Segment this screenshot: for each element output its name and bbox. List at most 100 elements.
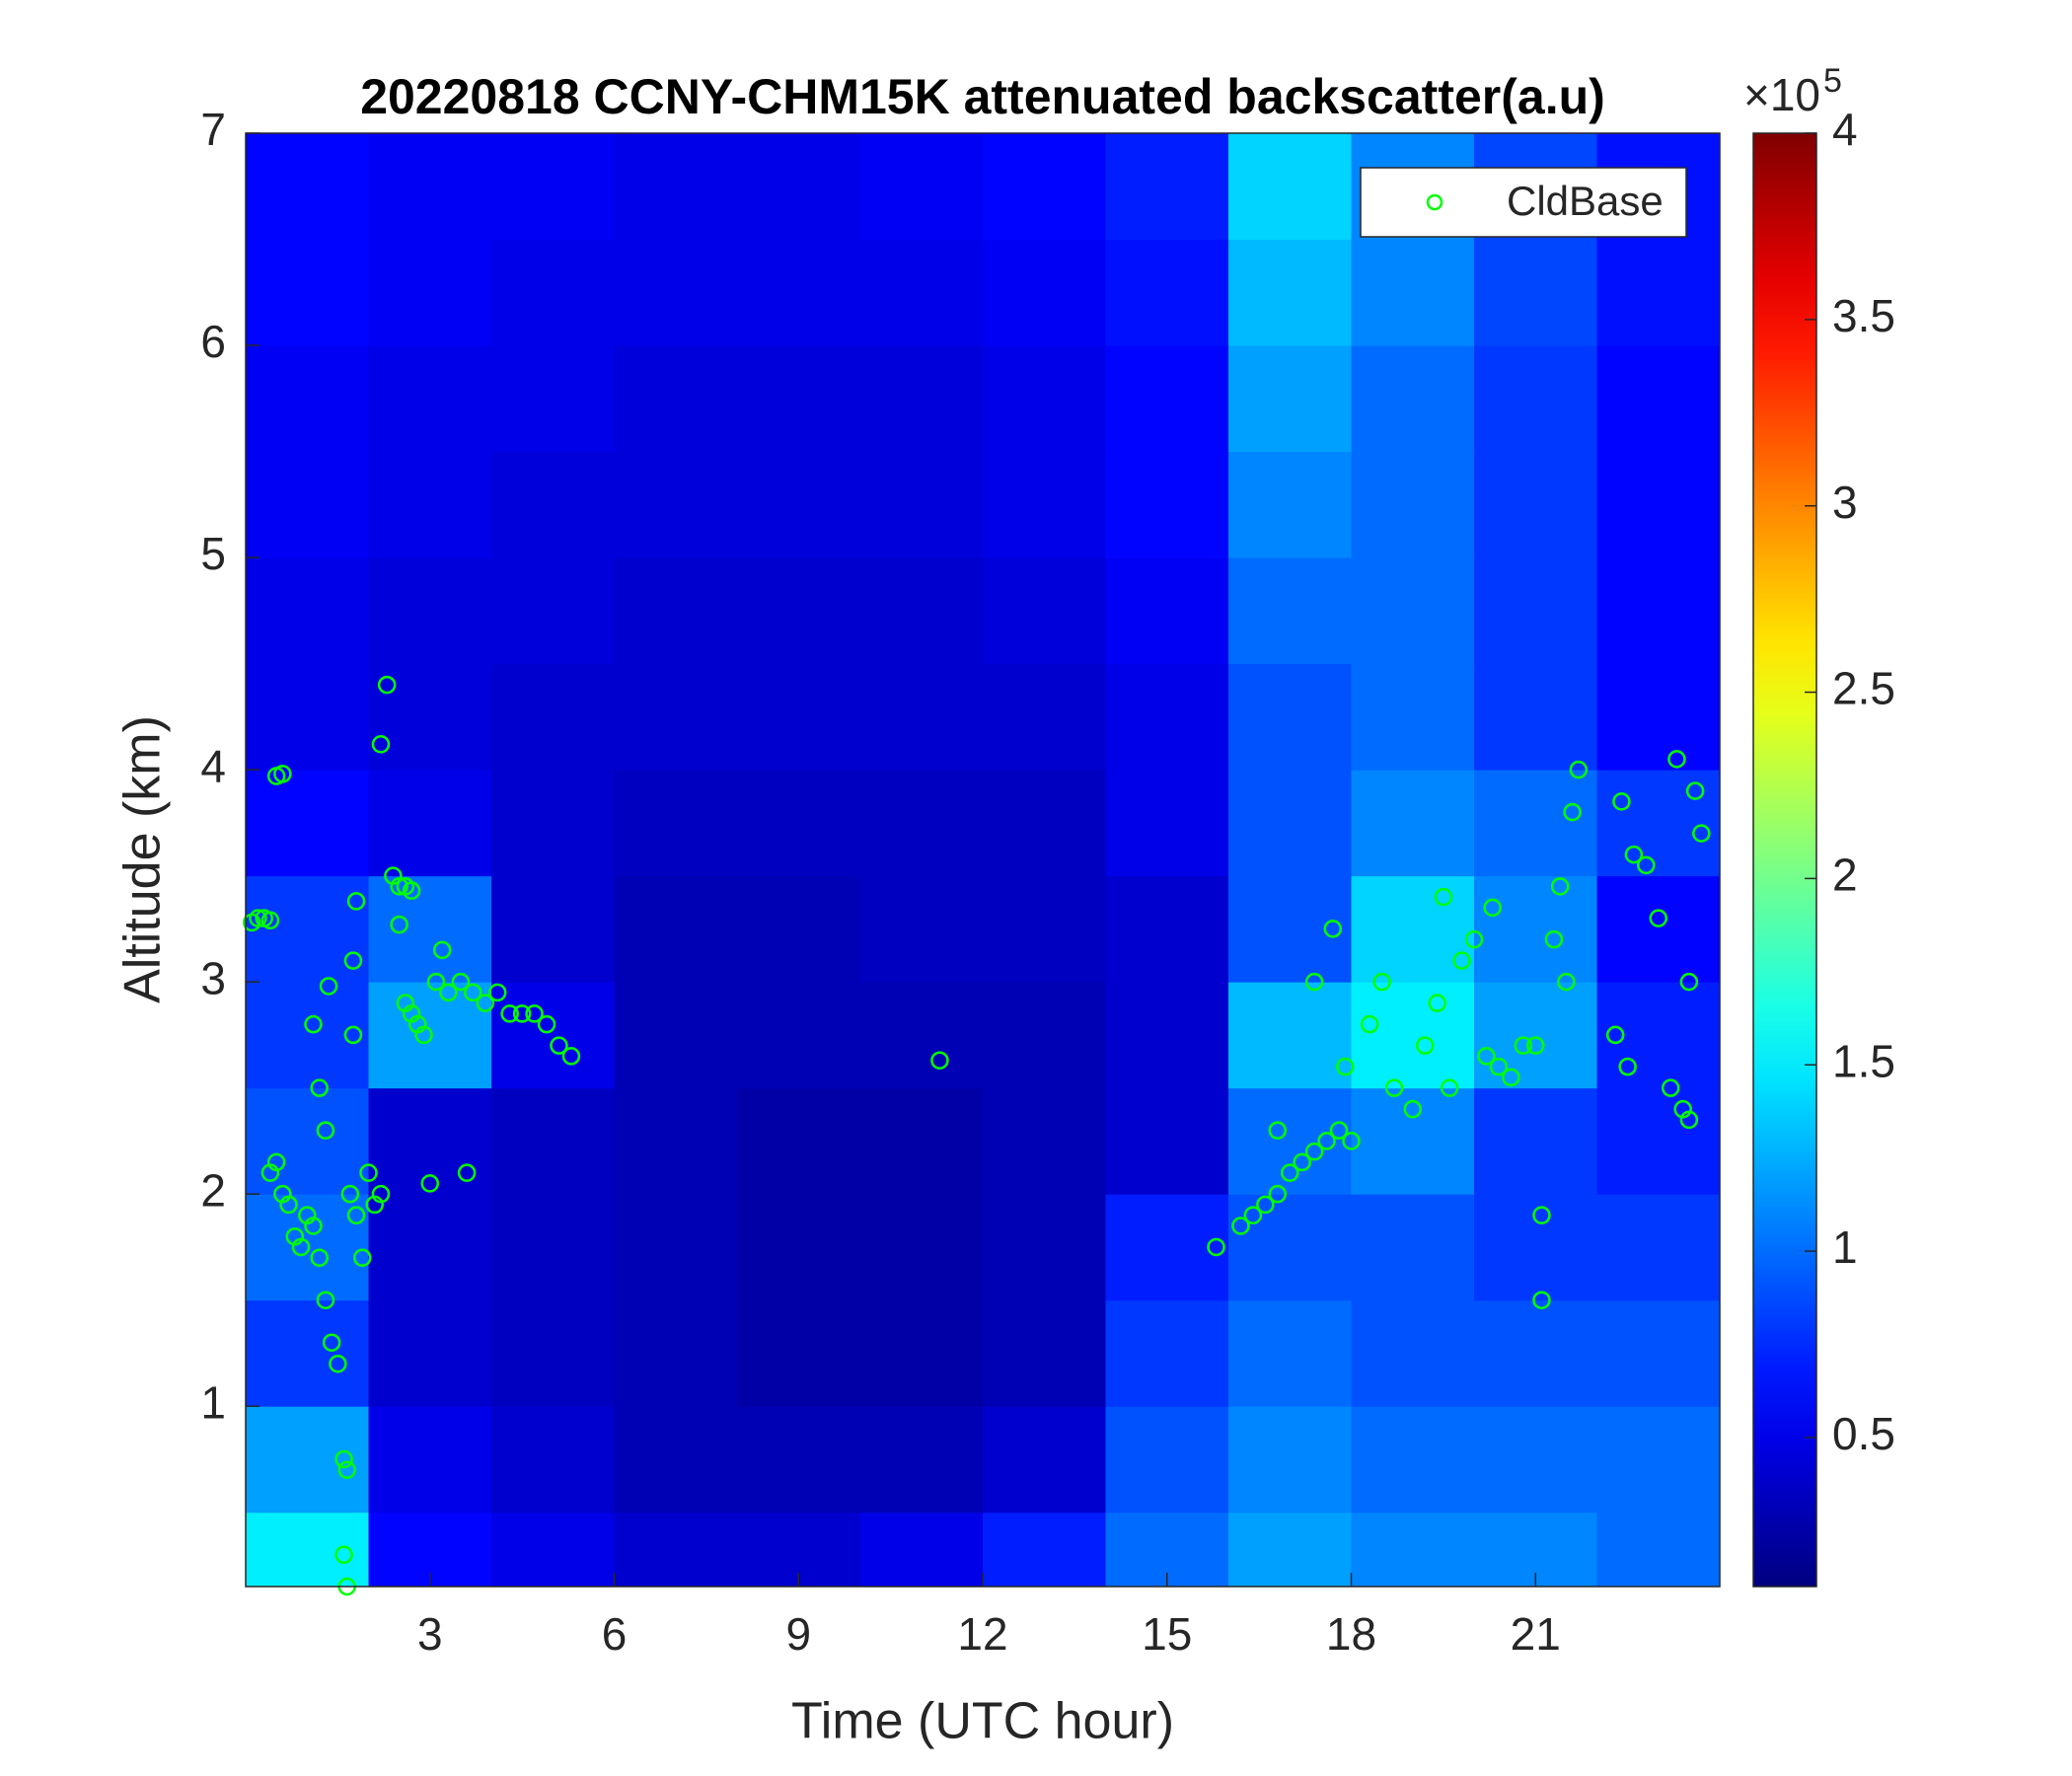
- heat-cell: [737, 1406, 860, 1514]
- cloud-base-point: [1231, 1217, 1250, 1235]
- cloud-base-point: [1281, 1163, 1299, 1182]
- heat-cell: [1228, 557, 1352, 665]
- heat-cell: [1351, 345, 1475, 453]
- heat-cell: [859, 1406, 984, 1514]
- heat-cell: [1105, 1299, 1229, 1407]
- heat-cell: [368, 133, 492, 241]
- y-tick-label: 6: [200, 316, 226, 367]
- heat-cell: [1228, 875, 1352, 983]
- heat-cell: [614, 557, 738, 665]
- heat-cell: [983, 239, 1106, 346]
- heat-cell: [1351, 663, 1475, 771]
- heat-cell: [1105, 239, 1229, 346]
- colorbar-tick-label: 1: [1832, 1221, 1858, 1273]
- heat-cell: [246, 1406, 369, 1514]
- y-tick-label: 3: [200, 952, 226, 1003]
- heat-cell: [614, 133, 738, 241]
- heat-cell: [246, 663, 369, 771]
- cloud-base-point: [439, 983, 458, 1002]
- cloud-base-point: [561, 1047, 581, 1066]
- heat-cell: [737, 770, 860, 877]
- cloud-base-point: [1685, 781, 1705, 800]
- heat-cell: [491, 1512, 615, 1588]
- heat-cell: [1105, 875, 1229, 983]
- colorbar-tick-label: 3: [1832, 477, 1858, 528]
- cloud-base-point: [1557, 972, 1576, 992]
- heat-cell: [1351, 451, 1475, 558]
- cloud-base-point: [1440, 1078, 1459, 1097]
- heat-cell: [859, 875, 984, 983]
- cloud-base-point: [377, 675, 397, 695]
- x-tick-label: 3: [417, 1608, 443, 1660]
- cloud-base-point: [1612, 792, 1631, 811]
- heat-cell: [1474, 875, 1597, 983]
- cloud-base-point: [1464, 929, 1484, 949]
- heat-cell: [246, 875, 369, 983]
- heat-cell: [246, 1087, 369, 1195]
- cloud-base-point: [476, 994, 495, 1012]
- heat-cell: [614, 451, 738, 558]
- cloud-base-point: [1372, 972, 1391, 992]
- heat-cell: [491, 1299, 615, 1407]
- heat-cell: [1228, 133, 1352, 241]
- heat-cell: [491, 133, 615, 241]
- chart-title: 20220818 CCNY-CHM15K attenuated backscat…: [360, 69, 1605, 124]
- cloud-base-point: [1317, 1132, 1336, 1150]
- cloud-base-point: [334, 1545, 353, 1564]
- heat-cell: [614, 1406, 738, 1514]
- heat-cell: [246, 770, 369, 877]
- heat-cell: [368, 239, 492, 346]
- heat-cell: [1351, 1194, 1475, 1301]
- cloud-base-point: [1434, 887, 1453, 907]
- heat-cell: [1596, 982, 1721, 1089]
- cloud-base-point: [1477, 1047, 1496, 1066]
- cloud-base-point: [1532, 1291, 1551, 1309]
- cloud-base-point: [371, 1184, 391, 1204]
- heat-cell: [1228, 239, 1352, 346]
- cloud-base-point: [512, 1004, 532, 1023]
- cloud-base-point: [1384, 1078, 1404, 1097]
- heat-cell: [983, 770, 1106, 877]
- heat-cell: [246, 133, 369, 241]
- cloud-base-point: [487, 983, 507, 1002]
- cloud-base-point: [1268, 1184, 1288, 1204]
- cloud-base-point: [371, 735, 391, 754]
- heat-cell: [1474, 1406, 1597, 1514]
- heat-cell: [246, 451, 369, 558]
- heat-cell: [1228, 1406, 1352, 1514]
- heat-cell: [1105, 1194, 1229, 1301]
- heat-cell: [983, 133, 1106, 241]
- heat-cell: [614, 345, 738, 453]
- cloud-base-point: [1360, 1014, 1379, 1034]
- colorbar-tick-label: 2.5: [1832, 663, 1895, 714]
- heat-cell: [246, 982, 369, 1089]
- heat-cell: [1474, 451, 1597, 558]
- cloud-base-point: [1514, 1036, 1533, 1055]
- cloud-base-point: [319, 977, 338, 996]
- cloud-base-point: [1268, 1121, 1288, 1140]
- cloud-base-point: [402, 881, 421, 900]
- heat-cell: [1105, 1406, 1229, 1514]
- cloud-base-point: [304, 1014, 323, 1034]
- heat-cell: [491, 451, 615, 558]
- cloud-base-point: [340, 1184, 360, 1204]
- cloud-base-point: [1550, 877, 1570, 896]
- heat-cell: [983, 451, 1106, 558]
- heat-cell: [614, 663, 738, 771]
- heat-cell: [1228, 663, 1352, 771]
- cloud-base-point: [1329, 1121, 1349, 1140]
- heat-cell: [1474, 345, 1597, 453]
- legend-label: CldBase: [1507, 178, 1664, 224]
- heat-cell: [859, 770, 984, 877]
- cloud-base-point: [1526, 1036, 1545, 1055]
- cloud-base-point: [1256, 1195, 1275, 1215]
- heat-cell: [368, 451, 492, 558]
- cloud-base-point: [1304, 1142, 1324, 1161]
- heat-cell: [246, 557, 369, 665]
- heat-cell: [1474, 1299, 1597, 1407]
- cloud-base-point: [279, 1195, 298, 1215]
- heat-cell: [1228, 982, 1352, 1089]
- cloud-base-point: [451, 972, 471, 992]
